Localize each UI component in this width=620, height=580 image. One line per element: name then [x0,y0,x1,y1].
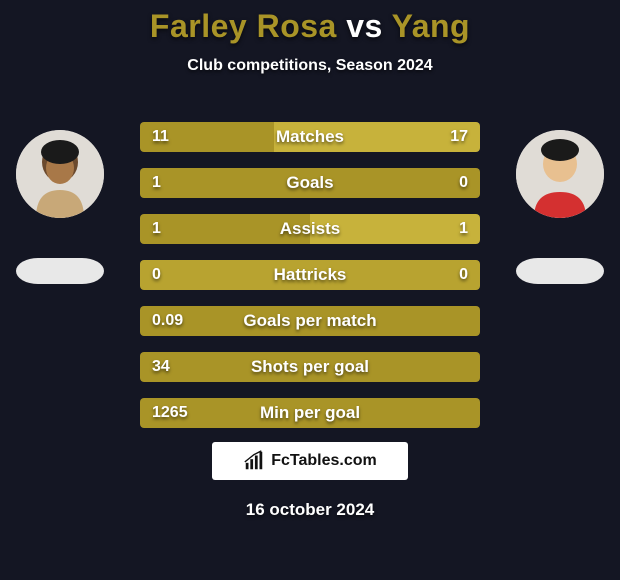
player2-avatar [516,130,604,218]
vs-text: vs [346,8,383,44]
stats-bars: Matches1117 Goals10 Assists11 Hattricks00 Go… [140,122,480,444]
stat-bar-left [140,168,480,198]
subtitle: Club competitions, Season 2024 [0,57,620,75]
stat-row: Goals per match0.09 [140,306,480,336]
stat-bar-left [140,398,480,428]
player2-name: Yang [392,8,470,44]
stat-row: Hattricks00 [140,260,480,290]
brand-logo[interactable]: FcTables.com [212,442,408,480]
stat-bar-right [310,214,480,244]
stat-bar-left [140,260,310,290]
date-label: 16 october 2024 [0,500,620,520]
stat-row: Goals10 [140,168,480,198]
stat-bar-right [274,122,480,152]
avatar-placeholder-icon [16,130,104,218]
player1-name: Farley Rosa [150,8,337,44]
avatar-placeholder-icon [516,130,604,218]
stat-row: Min per goal1265 [140,398,480,428]
stat-row: Assists11 [140,214,480,244]
player1-club-badge [16,258,104,284]
stat-bar-left [140,306,480,336]
stat-bar-right [310,260,480,290]
chart-icon [243,450,265,472]
stat-row: Matches1117 [140,122,480,152]
player2-club-badge [516,258,604,284]
stat-bar-left [140,352,480,382]
player1-avatar [16,130,104,218]
brand-text: FcTables.com [271,452,377,470]
stat-row: Shots per goal34 [140,352,480,382]
stat-bar-left [140,214,310,244]
page-title: Farley Rosa vs Yang [0,0,620,45]
stat-bar-left [140,122,274,152]
